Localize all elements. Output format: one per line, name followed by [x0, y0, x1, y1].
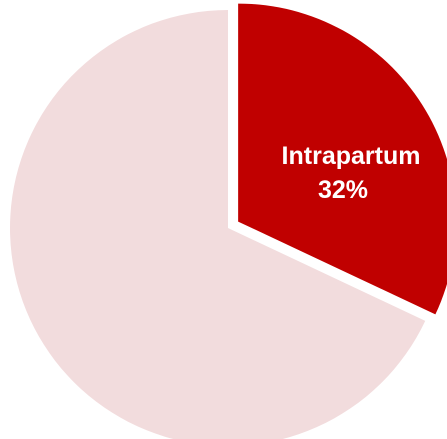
slice-value-intrapartum: 32%	[318, 176, 368, 204]
pie-labels: Intrapartum 32%	[282, 142, 421, 204]
pie-slice-other	[10, 10, 426, 439]
pie-slices	[10, 3, 447, 439]
slice-label-intrapartum: Intrapartum	[282, 142, 421, 170]
pie-slice-intrapartum	[238, 3, 447, 315]
